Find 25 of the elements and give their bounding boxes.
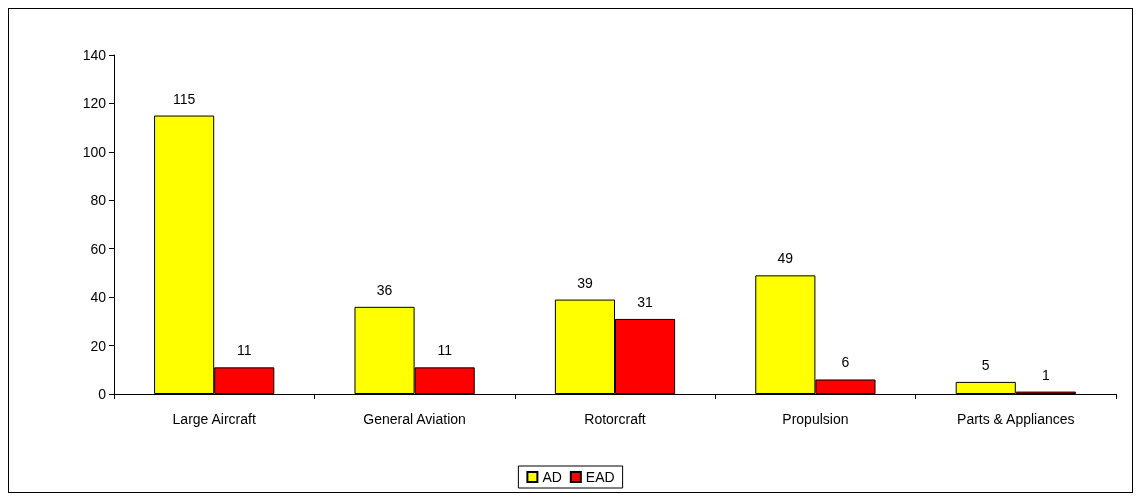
data-label: 31 <box>637 293 654 310</box>
y-tick-label: 120 <box>82 95 107 112</box>
data-label: 11 <box>437 342 453 359</box>
y-tick-label: 100 <box>82 143 107 160</box>
y-tick-label: 140 <box>82 47 107 63</box>
y-tick-label: 20 <box>90 337 107 354</box>
data-label: 115 <box>172 90 196 107</box>
y-tick-label: 80 <box>90 192 107 209</box>
y-tick-label: 40 <box>90 289 107 306</box>
x-tick-label: Propulsion <box>782 411 849 427</box>
data-label: 49 <box>777 250 794 267</box>
data-label: 11 <box>236 342 252 359</box>
data-label: 5 <box>981 356 990 373</box>
data-label: 39 <box>577 274 593 291</box>
y-tick-label: 60 <box>90 240 107 257</box>
x-tick-label: Parts & Appliances <box>957 411 1075 427</box>
y-tick-label: 0 <box>98 386 107 402</box>
data-label: 36 <box>376 281 393 298</box>
legend-label: EAD <box>585 469 615 485</box>
x-tick-label: Large Aircraft <box>172 411 256 427</box>
data-label: 1 <box>1041 366 1050 383</box>
data-label: 6 <box>841 354 850 371</box>
x-tick-label: General Aviation <box>363 411 466 427</box>
legend-label: AD <box>542 469 562 485</box>
x-tick-label: Rotorcraft <box>584 411 646 427</box>
